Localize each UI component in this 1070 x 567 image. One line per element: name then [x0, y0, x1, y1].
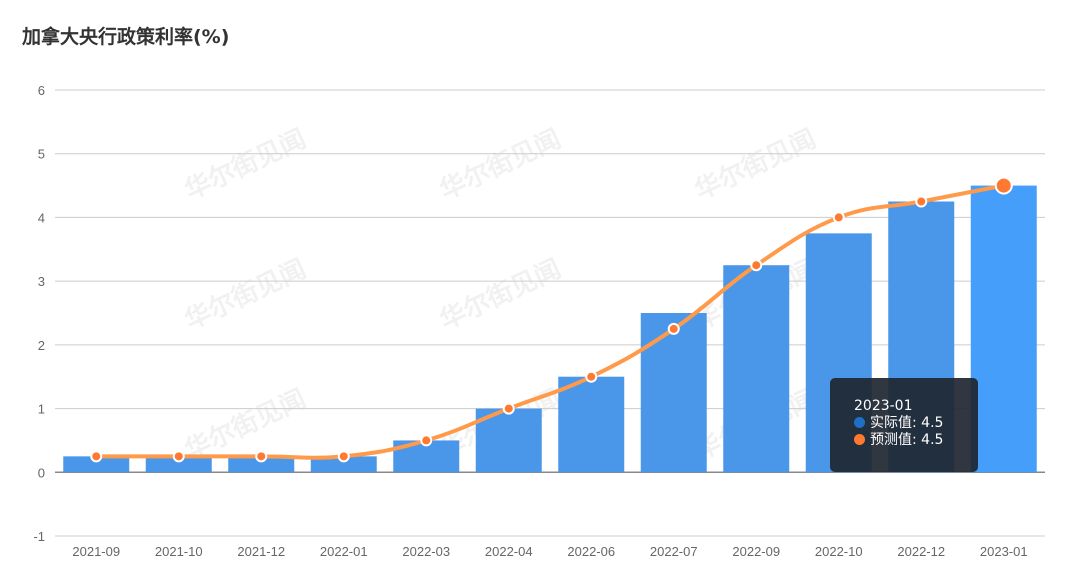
tooltip-label: 预测值 [870, 432, 912, 448]
chart-title: 加拿大央行政策利率(%) [22, 26, 230, 48]
bar [228, 456, 295, 473]
y-tick-label: 4 [38, 210, 45, 225]
watermark: 华尔街见闻 [180, 123, 311, 206]
forecast-point [750, 259, 763, 272]
bar [310, 456, 377, 473]
x-tick-label: 2022-09 [732, 544, 780, 559]
watermark: 华尔街见闻 [690, 123, 821, 206]
forecast-point [337, 450, 350, 463]
tooltip-row-forecast: 预测值: 4.5 [854, 432, 978, 449]
forecast-point [667, 322, 680, 335]
forecast-point [832, 211, 845, 224]
forecast-point [915, 195, 928, 208]
forecast-point [994, 176, 1013, 195]
y-tick-label: 1 [38, 402, 45, 417]
bar [970, 185, 1037, 473]
watermark: 华尔街见闻 [435, 123, 566, 206]
tooltip-value: 4.5 [921, 432, 944, 448]
y-tick-label: 2 [38, 338, 45, 353]
x-tick-label: 2021-10 [155, 544, 203, 559]
x-tick-label: 2021-09 [72, 544, 120, 559]
tooltip: 2023-01 实际值: 4.5 预测值: 4.5 [830, 378, 978, 472]
forecast-point [420, 434, 433, 447]
watermark: 华尔街见闻 [435, 253, 566, 336]
watermark: 华尔街见闻 [180, 253, 311, 336]
tooltip-value: 4.5 [921, 415, 944, 431]
forecast-line [96, 183, 1005, 460]
forecast-point [255, 450, 268, 463]
bar [640, 313, 707, 473]
watermark: 华尔街见闻 [180, 383, 311, 466]
y-tick-label: -1 [33, 529, 45, 544]
bar [558, 376, 625, 473]
actual-dot-icon [854, 417, 865, 428]
forecast-point [502, 402, 515, 415]
x-tick-label: 2022-01 [320, 544, 368, 559]
forecast-point [585, 370, 598, 383]
forecast-dot-icon [854, 434, 865, 445]
tooltip-category: 2023-01 [854, 398, 913, 414]
x-tick-label: 2022-12 [897, 544, 945, 559]
x-tick-label: 2022-06 [567, 544, 615, 559]
tooltip-row-actual: 实际值: 4.5 [854, 415, 978, 432]
x-tick-label: 2021-12 [237, 544, 285, 559]
bar [723, 265, 790, 473]
x-tick-label: 2022-04 [485, 544, 533, 559]
x-tick-label: 2023-01 [980, 544, 1028, 559]
bar [145, 456, 212, 473]
y-tick-label: 0 [38, 465, 45, 480]
x-tick-label: 2022-03 [402, 544, 450, 559]
forecast-point [90, 450, 103, 463]
tooltip-label: 实际值 [870, 415, 912, 431]
y-tick-label: 3 [38, 274, 45, 289]
y-tick-label: 6 [38, 83, 45, 98]
bar [63, 456, 130, 473]
x-tick-label: 2022-10 [815, 544, 863, 559]
forecast-point [172, 450, 185, 463]
y-tick-label: 5 [38, 147, 45, 162]
x-tick-label: 2022-07 [650, 544, 698, 559]
